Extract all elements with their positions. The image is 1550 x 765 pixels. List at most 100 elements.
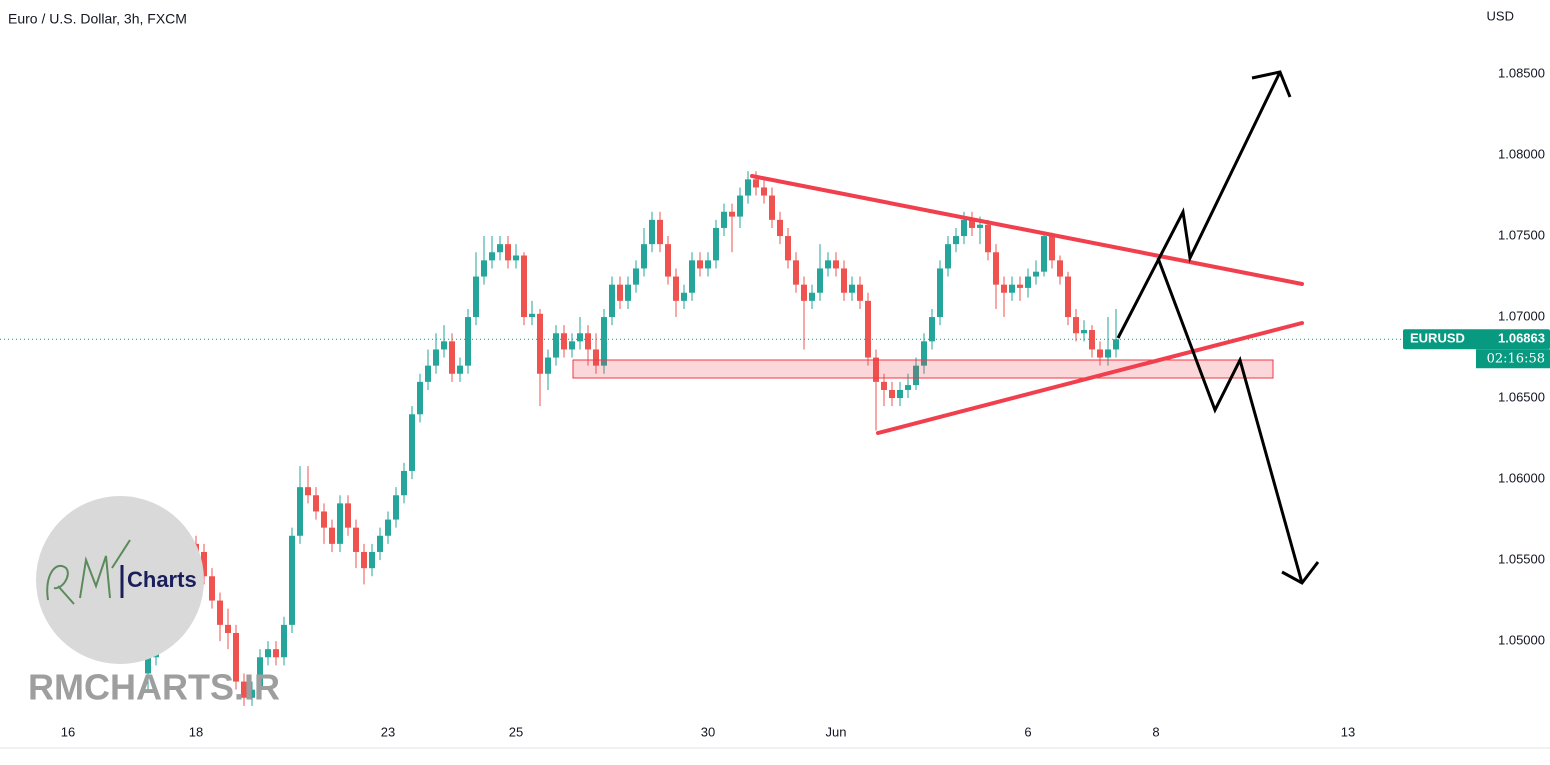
candle-body [657,219,663,245]
candle-body [321,511,327,528]
candle-body [513,255,519,261]
candle-body [769,195,775,220]
candle-body [273,649,279,658]
candle-body [881,381,887,390]
candle-body [393,495,399,520]
candle-body [641,244,647,269]
y-tick-label: 1.05500 [1498,552,1545,567]
candle-body [305,487,311,496]
candle-body [737,195,743,217]
candle-body [721,211,727,228]
candle-body [865,300,871,358]
countdown-label: 02:16:58 [1487,352,1545,367]
candle-body [497,244,503,253]
candle-body [1033,271,1039,277]
candle-body [145,657,151,674]
candle-body [897,389,903,399]
candle-body [665,244,671,277]
last-price-label: 1.06863 [1498,331,1545,346]
candle-body [297,487,303,536]
price-tag: EURUSD 1.06863 02:16:58 [1403,329,1550,369]
candle-body [561,333,567,350]
chart-title: Euro / U.S. Dollar, 3h, FXCM [8,11,187,27]
logo-text: Charts [127,567,197,592]
candle-body [345,503,351,528]
candle-body [1097,349,1103,358]
candle-body [441,341,447,350]
bearish-path [1156,257,1304,584]
candle-body [337,503,343,544]
candle-body [729,211,735,217]
candle-body [353,527,359,552]
upper-trendline [750,174,1304,286]
bullish-path [1116,71,1282,339]
candle-body [553,333,559,358]
candle-body [1049,236,1055,261]
bearish-arrowhead [1281,561,1320,585]
candle-body [465,317,471,366]
candle-body [257,657,263,690]
watermark: RMCHARTS.IR [28,667,280,708]
candle-body [601,317,607,366]
candle-body [201,551,207,577]
axes: 1.05000 1.05500 1.06000 1.06500 1.07000 1.075… [61,65,1545,739]
candle-body [401,470,407,496]
candle-body [817,268,823,293]
y-tick-label: 1.07000 [1498,308,1545,323]
support-zone [572,359,1274,379]
x-tick-label: Jun [826,724,847,739]
candle-body [521,255,527,318]
y-tick-label: 1.08000 [1498,146,1545,161]
candle-body [913,365,919,386]
candle-body [481,260,487,277]
y-tick-label: 1.05000 [1498,633,1545,648]
candle-body [993,252,999,285]
x-tick-label: 18 [189,724,203,739]
candle-body [289,535,295,625]
candle-body [529,313,535,318]
candle-body [433,349,439,366]
candle-body [921,341,927,366]
currency-label: USD [1487,8,1514,23]
candle-body [929,317,935,342]
x-tick-label: 16 [61,724,75,739]
candle-body [1065,276,1071,318]
candle-body [473,276,479,318]
candle-body [969,219,975,228]
candle-body [577,333,583,342]
candle-body [1017,284,1023,288]
candle-body [281,624,287,658]
candle-body [1009,284,1015,293]
candle-body [233,632,239,682]
candle-body [617,284,623,301]
candle-body [1073,317,1079,334]
candle-body [425,365,431,382]
candle-body [849,284,855,293]
x-tick-label: 30 [701,724,715,739]
candle-body [329,527,335,544]
candle-body [713,227,719,261]
candle-body [569,341,575,350]
candle-body [825,260,831,269]
candle-body [1001,284,1007,293]
candle-body [673,276,679,301]
candle-body [801,284,807,301]
candle-body [681,292,687,301]
candle-body [585,333,591,350]
candle-body [1081,330,1087,334]
candle-body [745,179,751,196]
candle-body [633,268,639,285]
candle-body [857,284,863,301]
candle-body [225,624,231,633]
candle-body [649,219,655,245]
candle-body [489,252,495,261]
candle-body [249,689,255,698]
candle-body [905,385,911,390]
candle-body [449,341,455,374]
candle-body [505,244,511,261]
candle-body [809,292,815,301]
drawings [572,70,1320,585]
candle-body [377,535,383,552]
x-tick-label: 25 [509,724,523,739]
